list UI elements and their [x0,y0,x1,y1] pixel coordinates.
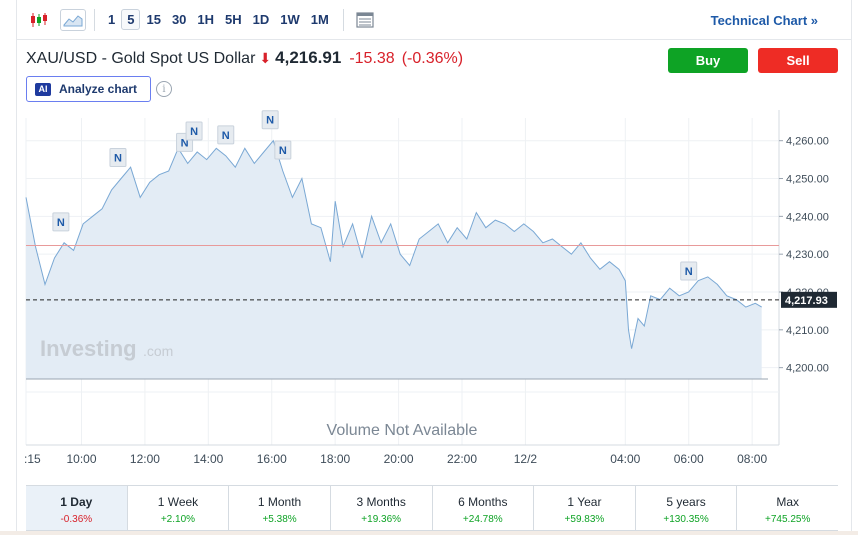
period-change: +24.78% [462,514,503,525]
x-tick-label: 06:00 [674,452,704,466]
news-marker[interactable] [217,125,235,145]
technical-chart-link[interactable]: Technical Chart » [710,13,818,28]
period-label: 3 Months [356,495,406,509]
news-marker-label: N [57,217,65,229]
news-marker-label: N [222,130,230,142]
sell-button[interactable]: Sell [758,48,838,73]
analyze-chart-button[interactable]: AI Analyze chart [26,76,151,102]
period-label: 1 Month [257,495,302,509]
last-price: 4,216.91 [275,48,342,67]
instrument-header: XAU/USD - Gold Spot US Dollar ⬇ 4,216.91… [26,48,470,68]
price-area-fill [26,140,762,379]
x-tick-label: 18:00 [320,452,350,466]
timeframe-1h[interactable]: 1H [197,12,215,27]
period-tab-7[interactable]: Max +745.25% [737,486,838,530]
chart-frame [16,0,852,535]
price-change-percent: (-0.36%) [401,50,464,67]
x-tick-label: 16:00 [257,452,287,466]
y-tick-label: 4,210.00 [786,325,829,337]
instrument-name: XAU/USD - Gold Spot US Dollar [26,50,256,67]
price-line[interactable] [25,139,762,349]
period-tab-4[interactable]: 6 Months +24.78% [433,486,535,530]
period-change: +130.35% [663,514,709,525]
y-tick-label: 4,200.00 [786,363,829,375]
period-label: 1 Day [60,495,93,509]
timeframe-1w[interactable]: 1W [280,12,300,27]
period-change: +19.36% [361,514,402,525]
period-label: 1 Week [157,495,199,509]
news-marker[interactable] [109,148,127,168]
table-view-icon[interactable] [352,9,378,31]
period-change: -0.36% [60,514,93,525]
chart-toolbar: 1 5 15 30 1H 5H 1D 1W 1M Technical Chart… [16,0,852,40]
buy-button[interactable]: Buy [668,48,748,73]
toolbar-divider [94,8,95,31]
timeframe-5h[interactable]: 5H [225,12,242,27]
analyze-chart-label: Analyze chart [59,82,138,96]
x-tick-label: 14:00 [193,452,223,466]
price-chart[interactable]: 4,200.004,210.004,220.004,230.004,240.00… [0,110,858,482]
period-tab-0[interactable]: 1 Day -0.36% [26,486,128,530]
news-marker-label: N [190,126,198,138]
timeframe-1[interactable]: 1 [108,12,116,27]
period-tab-5[interactable]: 1 Year +59.83% [534,486,636,530]
watermark-logo: Investing [40,336,137,361]
period-label: 5 years [666,495,706,509]
period-label: 6 Months [458,495,508,509]
y-tick-label: 4,230.00 [786,249,829,261]
timeframe-1m[interactable]: 1M [310,12,329,27]
timeframe-1d[interactable]: 1D [252,12,270,27]
news-marker[interactable] [261,110,279,130]
x-tick-label: :15 [24,452,41,466]
toolbar-divider [342,8,344,31]
info-icon[interactable]: i [156,81,172,97]
news-marker-label: N [181,137,189,149]
current-price-label: 4,217.93 [785,295,828,307]
period-tab-1[interactable]: 1 Week +2.10% [128,486,230,530]
news-marker-label: N [685,266,693,278]
period-tab-6[interactable]: 5 years +130.35% [636,486,738,530]
news-marker[interactable] [680,261,698,281]
period-label: 1 Year [567,495,602,509]
x-tick-label: 12:00 [130,452,160,466]
y-tick-label: 4,260.00 [786,136,829,148]
area-chart-icon[interactable] [60,8,86,31]
price-change: -15.38 [349,50,395,67]
period-change: +59.83% [564,514,605,525]
timeframe-5[interactable]: 5 [121,9,141,30]
y-tick-label: 4,250.00 [786,174,829,186]
period-change: +745.25% [765,514,811,525]
period-change: +2.10% [160,514,196,525]
x-tick-label: 22:00 [447,452,477,466]
x-tick-label: 12/2 [514,452,538,466]
current-price-tag [781,291,837,308]
news-marker[interactable] [185,121,203,141]
timeframe-30[interactable]: 30 [171,12,187,27]
period-label: Max [776,495,800,509]
ai-icon: AI [35,82,51,96]
timeframe-15[interactable]: 15 [146,12,161,27]
volume-not-available: Volume Not Available [327,422,478,439]
down-arrow-icon: ⬇ [259,50,272,66]
news-marker[interactable] [274,140,292,160]
period-tab-2[interactable]: 1 Month +5.38% [229,486,331,530]
news-marker[interactable] [52,212,70,232]
bottom-strip [0,531,858,535]
period-tab-3[interactable]: 3 Months +19.36% [331,486,433,530]
candlestick-icon[interactable] [26,9,52,31]
news-marker-label: N [266,115,274,127]
period-performance-bar: 1 Day -0.36% 1 Week +2.10% 1 Month +5.38% 3 Mo… [26,485,838,531]
watermark-suffix: .com [143,343,173,359]
x-tick-label: 10:00 [66,452,96,466]
news-marker-label: N [279,145,287,157]
x-tick-label: 08:00 [737,452,767,466]
x-tick-label: 04:00 [610,452,640,466]
news-marker-label: N [114,153,122,165]
period-change: +5.38% [262,514,297,525]
y-tick-label: 4,240.00 [786,211,829,223]
x-tick-label: 20:00 [384,452,414,466]
